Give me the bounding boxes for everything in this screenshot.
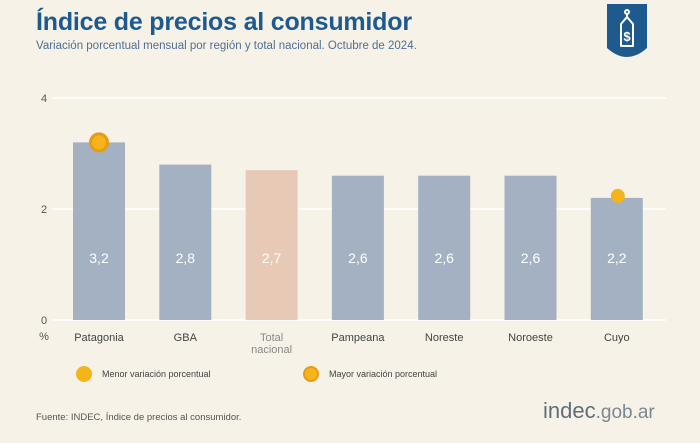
x-tick-label: Cuyo [604, 332, 630, 344]
bar [331, 175, 384, 320]
source-note: Fuente: INDEC, Índice de precios al cons… [36, 412, 242, 423]
y-tick-label: 4 [41, 93, 47, 105]
y-axis-unit-label: % [39, 331, 49, 343]
price-tag-dollar-icon: $ [607, 4, 647, 57]
bar-value-label: 2,2 [607, 250, 627, 266]
page-subtitle: Variación porcentual mensual por región … [36, 40, 417, 52]
legend-min-label: Menor variación porcentual [102, 369, 211, 379]
x-tick-label: Total [260, 332, 283, 344]
brand-main: indec [543, 398, 596, 423]
page-title: Índice de precios al consumidor [36, 8, 412, 36]
x-tick-label: Patagonia [74, 332, 124, 344]
bar [504, 175, 557, 320]
bar-value-label: 3,2 [89, 250, 109, 266]
x-tick-label: Noroeste [508, 332, 553, 344]
bar-value-label: 2,6 [348, 250, 368, 266]
legend-max: Mayor variación porcentual [303, 366, 437, 382]
max-marker [89, 132, 109, 153]
bar-value-label: 2,6 [434, 250, 454, 266]
bar-value-label: 2,6 [521, 250, 541, 266]
bar [73, 142, 125, 320]
bar [590, 197, 643, 320]
bar-value-label: 2,8 [176, 250, 196, 266]
bar [159, 164, 212, 320]
x-tick-label: GBA [174, 332, 198, 344]
legend-min: Menor variación porcentual [76, 366, 211, 382]
brand-domain: .gob.ar [595, 402, 655, 423]
bar-value-label: 2,7 [262, 250, 282, 266]
indec-logo[interactable]: indec.gob.ar [543, 398, 655, 424]
x-tick-label: Pampeana [331, 332, 385, 344]
bar [245, 170, 298, 320]
min-marker [610, 188, 625, 203]
bar [418, 175, 471, 320]
y-tick-label: 0 [41, 315, 47, 327]
legend-max-marker [303, 366, 319, 382]
legend-max-label: Mayor variación porcentual [329, 369, 438, 379]
x-tick-label: Noreste [425, 332, 464, 344]
legend-min-marker [76, 366, 92, 382]
y-tick-label: 2 [41, 204, 47, 216]
x-tick-label: nacional [251, 344, 292, 356]
svg-text:$: $ [623, 29, 631, 44]
